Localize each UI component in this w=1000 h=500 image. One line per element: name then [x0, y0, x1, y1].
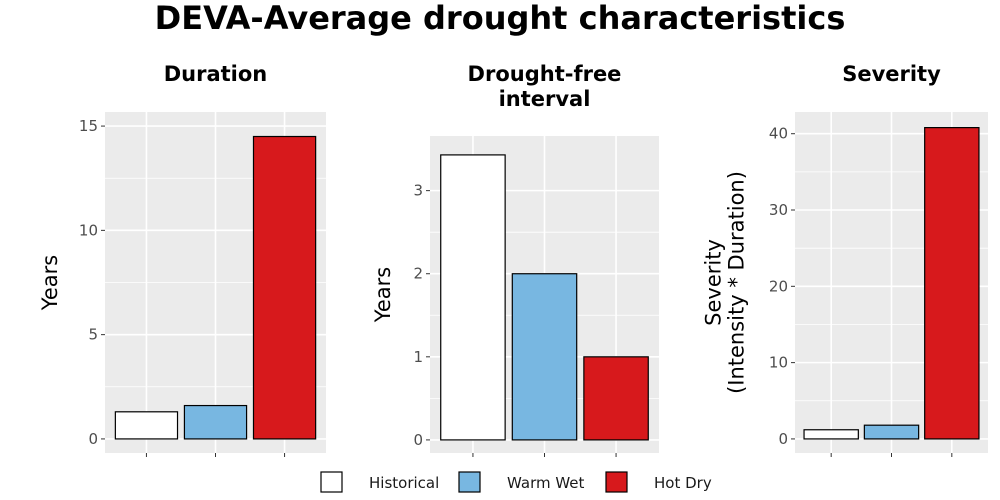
- y-tick-label: 0: [413, 431, 423, 449]
- bar-warm-wet: [511, 273, 578, 441]
- legend-swatch: [320, 471, 343, 493]
- y-tick-label: 5: [88, 326, 98, 344]
- panel-title: Drought-free interval: [468, 62, 622, 111]
- bar-hot-dry: [252, 135, 317, 440]
- y-tick-label: 10: [769, 354, 788, 372]
- y-axis-title: Years: [371, 267, 395, 323]
- y-tick-label: 30: [769, 201, 788, 219]
- y-tick-label: 10: [79, 221, 98, 239]
- panel-1: 0 5 10 15 Duration Years: [38, 62, 326, 457]
- chart-panels: 0 5 10 15 Duration Years 0 1 2 3 Drought-free inter…: [38, 62, 988, 457]
- y-tick-label: 2: [413, 265, 423, 283]
- y-axis-title: Years: [38, 255, 62, 311]
- panel-title: Duration: [164, 62, 268, 86]
- bar-warm-wet: [863, 424, 920, 440]
- y-tick-label: 1: [413, 348, 423, 366]
- panel-3: 0 10 20 30 40 Severity Severity(Intensity * Du…: [702, 62, 988, 457]
- panel-2: 0 1 2 3 Drought-free interval Years: [371, 62, 659, 457]
- legend: Historical Warm Wet Hot Dry: [320, 471, 712, 493]
- y-tick-label: 20: [769, 277, 788, 295]
- legend-label: Hot Dry: [654, 474, 712, 492]
- legend-label: Warm Wet: [507, 474, 585, 492]
- bar-warm-wet: [183, 404, 248, 440]
- panel-title: Severity: [842, 62, 941, 86]
- y-tick-label: 3: [413, 182, 423, 200]
- legend-item-historical: Historical: [320, 471, 439, 493]
- legend-item-hot-dry: Hot Dry: [605, 471, 712, 493]
- y-tick-label: 0: [88, 430, 98, 448]
- legend-label: Historical: [369, 474, 439, 492]
- chart-title: DEVA-Average drought characteristics: [155, 0, 846, 37]
- y-tick-label: 0: [778, 430, 788, 448]
- bar-historical: [440, 154, 506, 441]
- bar-historical: [114, 411, 179, 440]
- bar-historical: [803, 429, 859, 440]
- bar-hot-dry: [583, 356, 649, 441]
- y-tick-label: 15: [79, 117, 98, 135]
- legend-swatch: [605, 471, 628, 493]
- y-tick-label: 40: [769, 125, 788, 143]
- legend-swatch: [458, 471, 481, 493]
- bar-hot-dry: [924, 127, 980, 440]
- y-axis-title: Severity(Intensity * Duration): [702, 171, 749, 394]
- legend-item-warm-wet: Warm Wet: [458, 471, 585, 493]
